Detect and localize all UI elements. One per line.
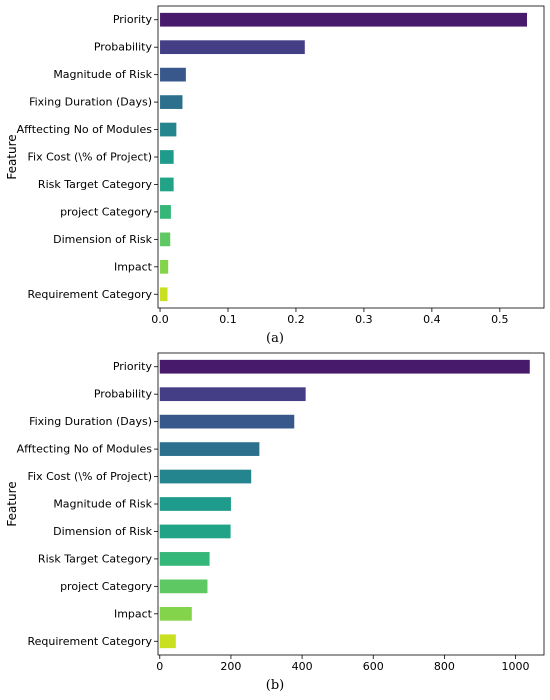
chart-panel-a: Priority Probability Magnitude of Risk Fixi… xyxy=(5,5,545,326)
y-tick-label: Afftecting No of Modules xyxy=(17,443,153,456)
chart-panel-b: Priority Probability Fixing Duration (Days… xyxy=(5,352,545,673)
y-tick-label: Fix Cost (\% of Project) xyxy=(27,151,152,164)
y-tick-label: Impact xyxy=(114,607,153,620)
bar xyxy=(160,122,177,137)
y-tick-label: Probability xyxy=(94,388,153,401)
panel-a-caption: (a) xyxy=(266,331,284,346)
y-tick-label: Impact xyxy=(114,260,153,273)
y-tick-label: Risk Target Category xyxy=(38,552,153,565)
bar xyxy=(160,259,169,274)
x-tick-label: 0.0 xyxy=(151,313,169,326)
bar xyxy=(160,67,186,82)
y-tick-label: project Category xyxy=(60,580,152,593)
x-tick-label: 0 xyxy=(156,660,163,673)
x-tick-label: 400 xyxy=(292,660,313,673)
y-tick-label: Afftecting No of Modules xyxy=(17,123,153,136)
y-tick-label: Requirement Category xyxy=(28,288,153,301)
bar xyxy=(160,95,183,109)
y-tick-label: Risk Target Category xyxy=(38,178,153,191)
bar xyxy=(159,524,231,539)
bar xyxy=(159,359,530,374)
y-tick-label: Magnitude of Risk xyxy=(53,498,152,511)
axes-frame xyxy=(157,5,545,309)
x-tick-label: 0.2 xyxy=(287,313,305,326)
bar xyxy=(160,205,171,219)
bar xyxy=(159,442,260,456)
bar xyxy=(159,414,295,429)
bar xyxy=(159,579,208,594)
y-axis-label: Feature xyxy=(5,134,19,179)
y-tick-label: Fix Cost (\% of Project) xyxy=(27,470,152,483)
bar xyxy=(160,12,528,27)
bar xyxy=(159,387,306,402)
y-tick-label: Fixing Duration (Days) xyxy=(29,96,152,109)
y-tick-label: Fixing Duration (Days) xyxy=(29,415,152,428)
bar xyxy=(160,150,174,164)
y-tick-label: Dimension of Risk xyxy=(53,233,152,246)
y-tick-label: Magnitude of Risk xyxy=(53,68,152,81)
y-tick-label: Requirement Category xyxy=(28,635,153,648)
x-tick-label: 0.5 xyxy=(491,313,509,326)
y-tick-label: project Category xyxy=(60,205,152,218)
bar xyxy=(160,232,171,247)
y-axis-label: Feature xyxy=(5,481,19,526)
x-tick-label: 0.4 xyxy=(423,313,441,326)
bar xyxy=(159,497,231,511)
axes-frame xyxy=(157,352,545,656)
y-tick-label: Dimension of Risk xyxy=(53,525,152,538)
x-tick-label: 0.1 xyxy=(219,313,237,326)
x-tick-label: 800 xyxy=(434,660,455,673)
x-tick-label: 200 xyxy=(220,660,241,673)
x-tick-label: 0.3 xyxy=(355,313,373,326)
x-tick-label: 1000 xyxy=(502,660,530,673)
y-tick-label: Probability xyxy=(94,41,153,54)
bar xyxy=(159,469,252,484)
bar xyxy=(159,606,192,621)
x-tick-label: 600 xyxy=(363,660,384,673)
bar xyxy=(159,634,176,649)
bar xyxy=(160,287,168,302)
bar xyxy=(160,177,174,192)
bar xyxy=(159,552,210,566)
y-tick-label: Priority xyxy=(113,360,153,373)
bar xyxy=(160,40,305,55)
panel-b-caption: (b) xyxy=(265,678,285,693)
y-tick-label: Priority xyxy=(113,13,153,26)
